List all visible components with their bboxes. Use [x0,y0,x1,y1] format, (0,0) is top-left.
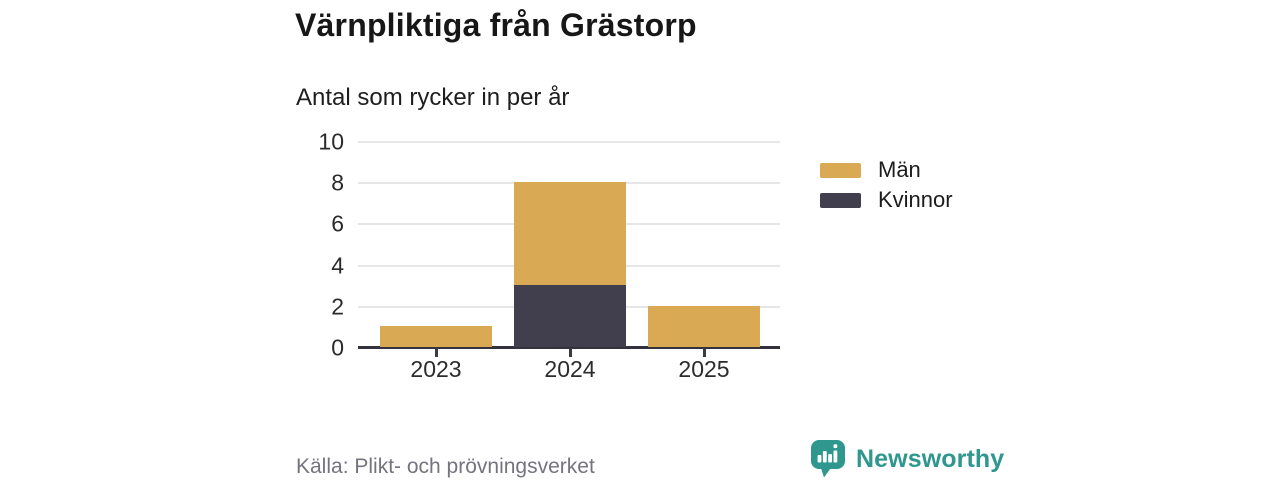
bar-chart-plot-area: 2023 2024 2025 [358,141,780,382]
y-axis-label-0: 0 [331,334,344,361]
chart-title: Värnpliktiga från Grästorp [295,7,697,43]
x-axis-tick-2025 [702,348,706,357]
source-caption: Källa: Plikt- och prövningsverket [296,455,595,478]
x-axis-label-2023: 2023 [410,356,462,382]
y-axis-label-4: 4 [331,252,344,279]
bar-segment-kvinnor-2024 [514,285,626,347]
legend-swatch-kvinnor [820,192,861,208]
newsworthy-wordmark: Newsworthy [856,445,1005,473]
legend-label-kvinnor: Kvinnor [878,187,953,212]
legend-row-kvinnor: Kvinnor [820,187,953,212]
legend-label-män: Män [878,157,921,182]
gridline-y-10 [358,141,780,143]
x-axis-tick-2023 [434,348,438,357]
x-axis-label-2025: 2025 [678,356,730,382]
newsworthy-logo: Newsworthy [810,439,1004,478]
bar-segment-män-2023 [380,326,492,347]
y-axis-label-10: 10 [318,128,344,155]
legend: Män Kvinnor [820,157,953,220]
chart-subtitle: Antal som rycker in per år [296,84,570,111]
x-axis-tick-2024 [568,348,572,357]
y-axis-label-6: 6 [331,210,344,237]
y-axis-label-8: 8 [331,169,344,196]
newsworthy-bubble-chart-icon [811,440,845,478]
bar-segment-män-2024 [514,182,626,286]
x-axis-line [358,346,780,349]
y-axis-label-2: 2 [331,293,344,320]
legend-row-män: Män [820,157,953,182]
x-axis-label-2024: 2024 [544,356,596,382]
legend-swatch-män [820,162,861,178]
bar-segment-män-2025 [648,305,760,347]
